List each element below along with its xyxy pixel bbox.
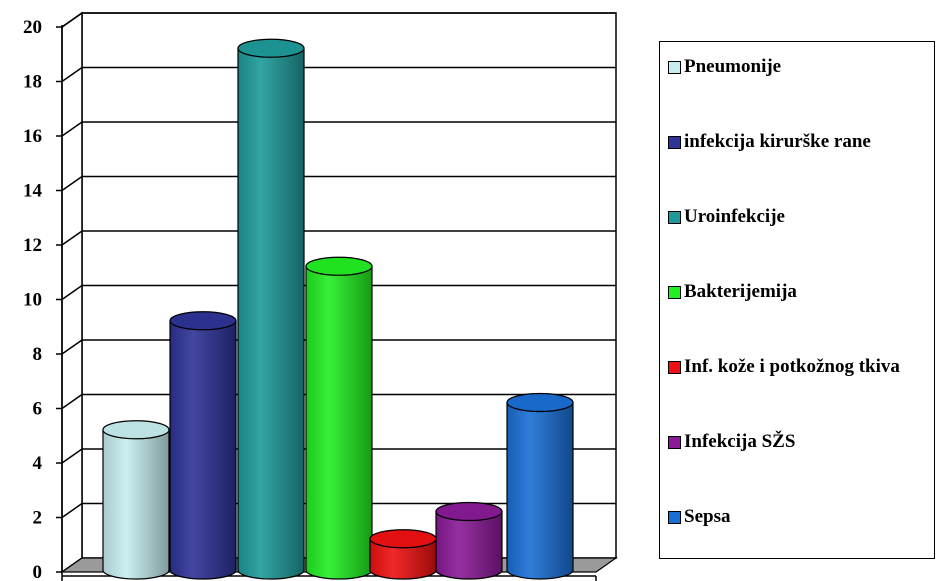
gridline xyxy=(61,230,616,246)
y-tick-label: 4 xyxy=(33,453,43,474)
bar xyxy=(369,529,437,580)
legend-swatch xyxy=(668,136,681,149)
legend-label: infekcija kirurške rane xyxy=(684,131,871,152)
gridline xyxy=(61,121,616,137)
y-tick-label: 18 xyxy=(23,72,42,93)
bar xyxy=(435,501,503,580)
gridlines xyxy=(61,12,616,519)
y-tick-label: 8 xyxy=(33,344,43,365)
y-tick-label: 14 xyxy=(23,181,43,202)
y-tick-label: 16 xyxy=(23,126,42,147)
bar-body xyxy=(435,510,503,580)
legend-label: Sepsa xyxy=(684,506,731,527)
legend-label: Infekcija SŽS xyxy=(684,431,796,452)
bar-body xyxy=(237,47,305,580)
gridline xyxy=(61,284,616,301)
y-axis: 0 2 4 6 8 10 12 14 16 18 20 xyxy=(23,17,597,581)
bar-body xyxy=(169,320,237,580)
y-tick-label: 20 xyxy=(23,17,42,38)
y-tick-label: 0 xyxy=(33,562,43,581)
gridline xyxy=(61,175,616,192)
gridline xyxy=(61,66,616,83)
bar-top xyxy=(102,420,170,440)
legend-item: Uroinfekcije xyxy=(668,206,930,227)
legend-swatch xyxy=(668,436,681,449)
bar-top xyxy=(305,256,373,276)
legend-label: Inf. kože i potkožnog tkiva xyxy=(684,356,900,377)
legend-item: Inf. kože i potkožnog tkiva xyxy=(668,356,930,377)
gridline xyxy=(61,393,616,410)
bar-body xyxy=(102,429,170,580)
legend-label: Uroinfekcije xyxy=(684,206,785,227)
bar xyxy=(169,311,237,580)
legend-item: Infekcija SŽS xyxy=(668,431,930,452)
y-tick-label: 10 xyxy=(23,290,42,311)
legend-item: Bakterijemija xyxy=(668,281,930,302)
gridline xyxy=(61,339,616,355)
y-tick-label: 2 xyxy=(33,508,43,529)
gridline xyxy=(61,502,616,519)
bar xyxy=(506,392,574,580)
legend-swatch xyxy=(668,286,681,299)
legend-swatch xyxy=(668,211,681,224)
legend-item: Pneumonije xyxy=(668,56,930,77)
legend-label: Bakterijemija xyxy=(684,281,797,302)
legend-swatch xyxy=(668,361,681,374)
legend: Pneumonije infekcija kirurške rane Uroinfe… xyxy=(659,41,935,559)
legend-swatch xyxy=(668,61,681,74)
legend-swatch xyxy=(668,511,681,524)
bar xyxy=(237,38,305,580)
y-tick-label: 6 xyxy=(33,399,43,420)
gridline xyxy=(61,448,616,464)
bar-top xyxy=(506,392,574,413)
legend-item: Sepsa xyxy=(668,506,930,527)
bars xyxy=(102,38,574,580)
gridline xyxy=(61,12,616,28)
bar-body xyxy=(506,401,574,580)
bar-top xyxy=(169,311,237,331)
bar-top xyxy=(435,501,503,522)
bar-chart: 0 2 4 6 8 10 12 14 16 18 20 xyxy=(23,11,618,581)
legend-label: Pneumonije xyxy=(684,56,782,77)
legend-item: infekcija kirurške rane xyxy=(668,131,930,152)
y-tick-label: 12 xyxy=(23,235,42,256)
bar xyxy=(305,256,373,580)
bar-body xyxy=(369,538,437,580)
bar-top xyxy=(237,38,305,58)
bar-top xyxy=(369,529,437,549)
bar-body xyxy=(305,265,373,580)
bar xyxy=(102,420,170,580)
